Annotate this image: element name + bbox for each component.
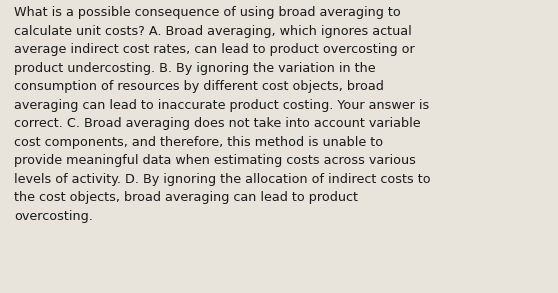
Text: What is a possible consequence of using broad averaging to
calculate unit​ costs: What is a possible consequence of using …	[14, 6, 431, 223]
